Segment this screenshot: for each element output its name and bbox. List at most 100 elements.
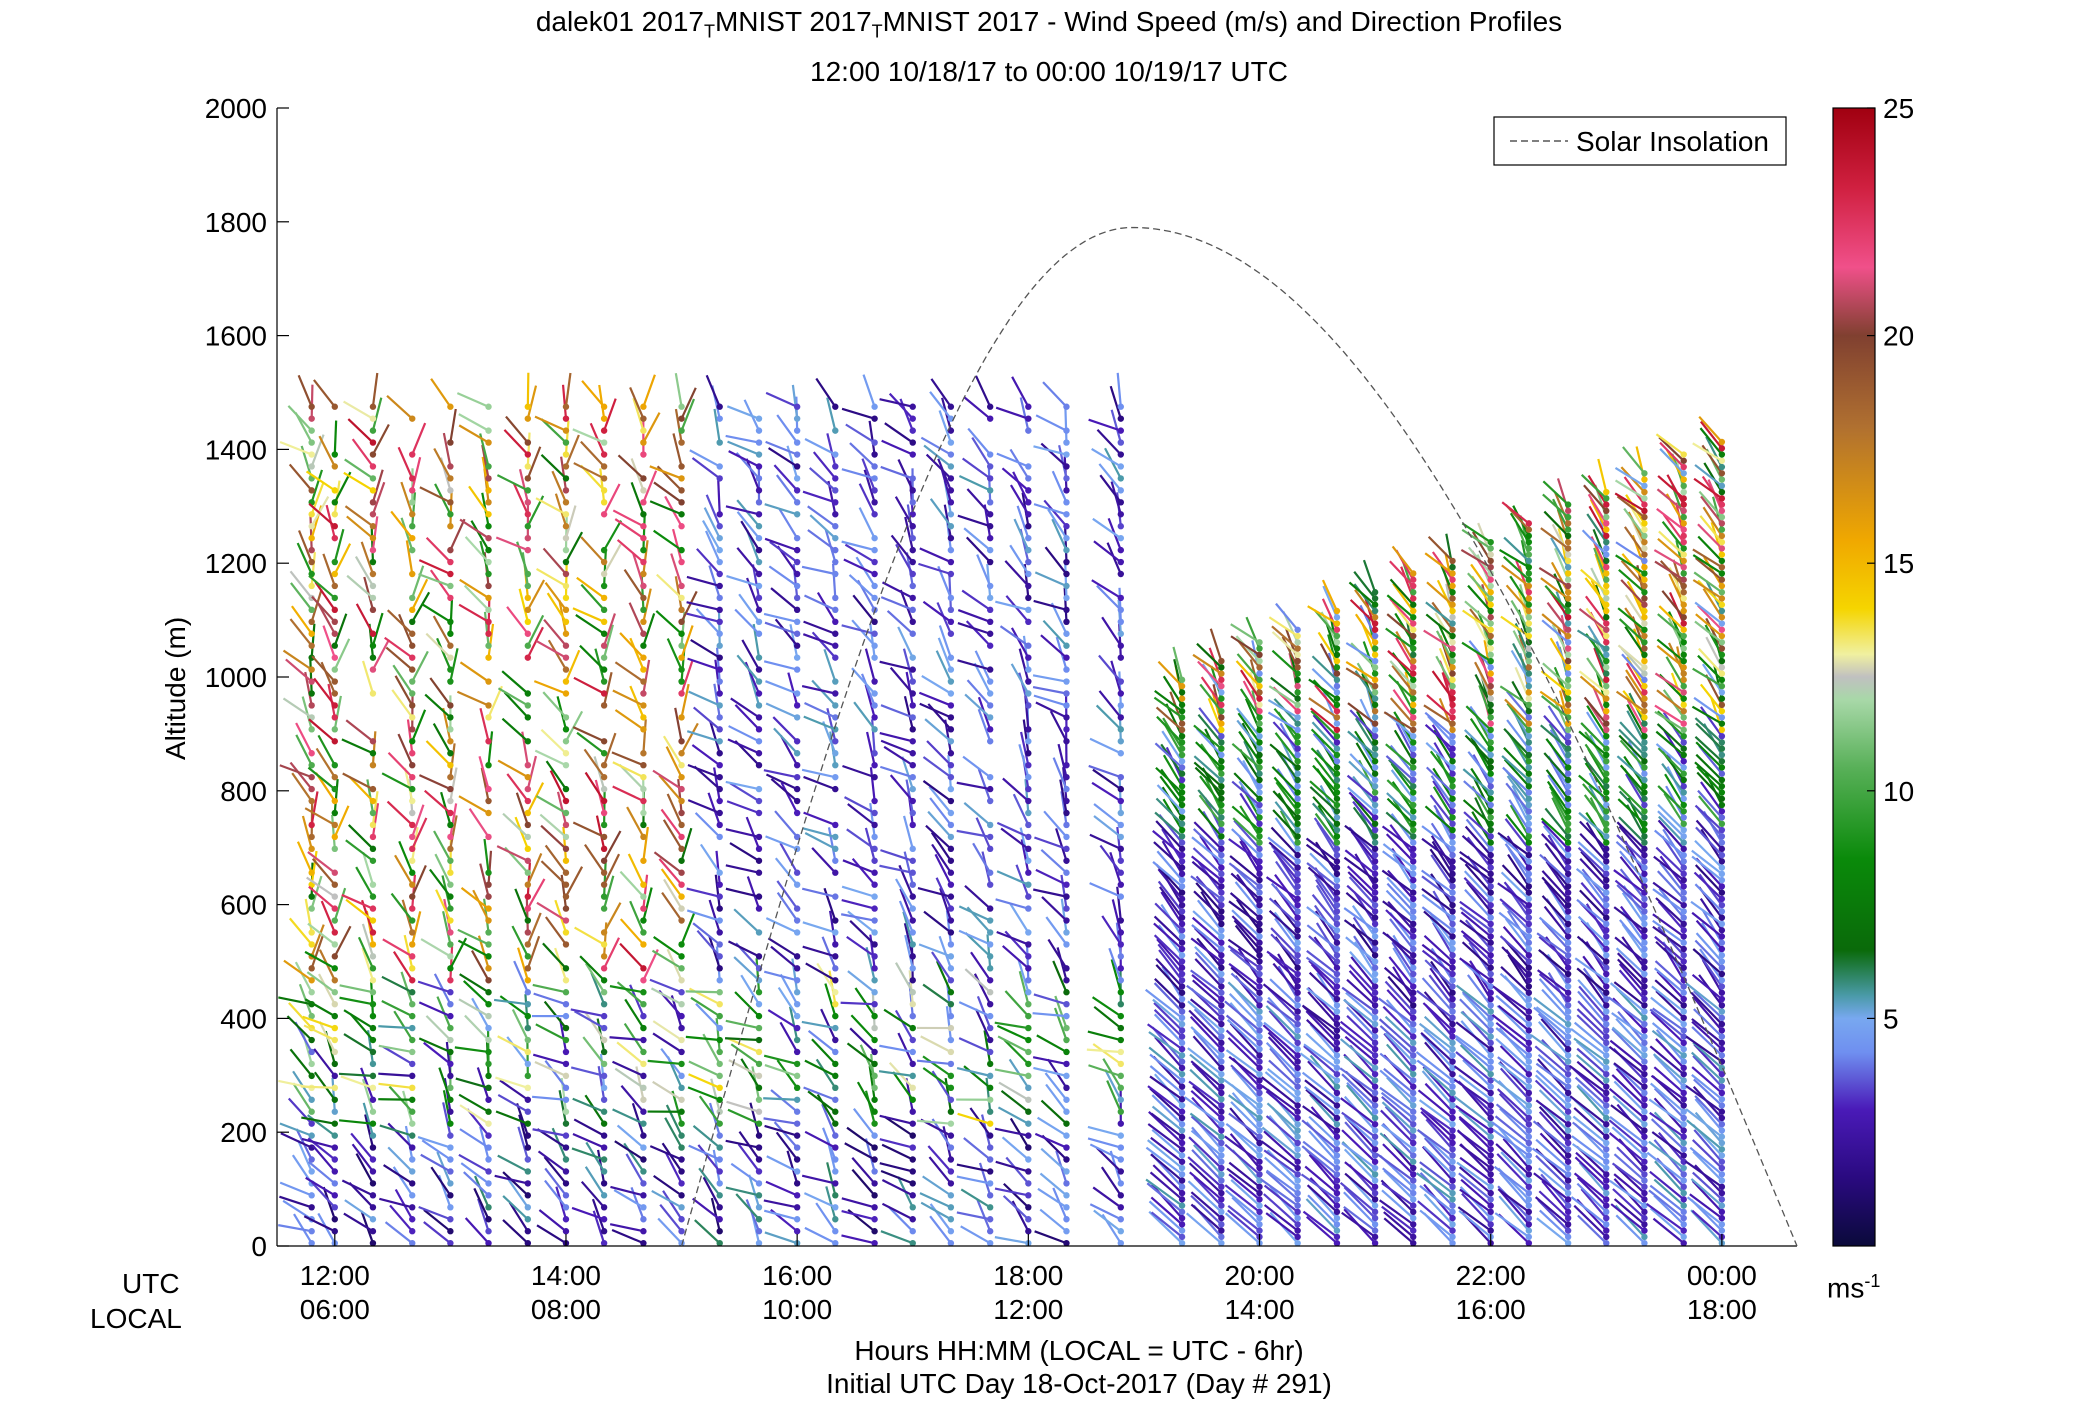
wind-barb-staff xyxy=(629,386,645,420)
wind-barb-dot xyxy=(678,582,685,590)
wind-barb-staff xyxy=(603,732,617,766)
wind-barb-dot xyxy=(369,750,377,757)
wind-barb-staff xyxy=(288,1002,313,1029)
wind-barb-staff xyxy=(287,405,313,432)
wind-barb xyxy=(343,1009,377,1032)
wind-barb-dot xyxy=(409,666,416,673)
wind-barb-staff xyxy=(647,1059,682,1066)
wind-barb-dot xyxy=(1218,1139,1225,1147)
wind-barb-dot xyxy=(369,1132,377,1139)
wind-barb-dot xyxy=(793,403,801,410)
wind-barb-dot xyxy=(409,929,416,936)
wind-barb-staff xyxy=(311,595,336,623)
wind-barb-staff xyxy=(351,1143,374,1173)
wind-barb xyxy=(459,1104,492,1127)
wind-barb-dot xyxy=(947,1084,955,1092)
wind-barb xyxy=(883,745,916,769)
wind-barb-dot xyxy=(793,1120,801,1127)
wind-barb-dot xyxy=(1117,487,1125,494)
wind-barb-dot xyxy=(755,654,763,661)
wind-barb-dot xyxy=(793,1060,801,1068)
wind-barb-staff xyxy=(411,817,428,850)
wind-barb-dot xyxy=(716,1108,723,1115)
wind-barb-dot xyxy=(678,977,685,984)
wind-barb-dot xyxy=(600,1108,608,1115)
wind-barb-dot xyxy=(640,666,647,673)
wind-barb-dot xyxy=(986,618,994,626)
wind-barb-dot xyxy=(793,439,801,446)
wind-barb-dot xyxy=(716,523,723,530)
wind-barb-dot xyxy=(409,857,416,864)
wind-barb xyxy=(864,648,878,685)
wind-barb-staff xyxy=(418,1037,451,1053)
wind-barb-dot xyxy=(1063,427,1070,434)
wind-barb-dot xyxy=(1117,702,1125,709)
wind-barb-dot xyxy=(909,702,916,709)
wind-barb-staff xyxy=(584,1094,606,1125)
wind-barb xyxy=(956,1211,994,1223)
wind-barb-dot xyxy=(1063,1048,1070,1056)
wind-barb-dot xyxy=(947,451,955,458)
wind-barb-dot xyxy=(755,570,763,578)
wind-barb-staff xyxy=(477,1198,490,1232)
wind-barb-staff xyxy=(390,892,414,922)
wind-barb-staff xyxy=(438,1067,452,1101)
wind-barb-staff xyxy=(1158,886,1183,919)
wind-barb-dot xyxy=(1178,783,1186,790)
wind-barb xyxy=(460,887,492,912)
wind-barb-dot xyxy=(1218,920,1225,928)
wind-barb-staff xyxy=(850,1014,876,1041)
wind-barb-dot xyxy=(1218,1214,1225,1222)
wind-barb-staff xyxy=(717,611,721,646)
wind-barb xyxy=(331,814,338,853)
wind-barb-dot xyxy=(832,761,839,769)
wind-barb-dot xyxy=(832,403,839,410)
wind-barb xyxy=(471,997,492,1032)
wind-barb-dot xyxy=(755,1204,763,1211)
wind-barb-dot xyxy=(1063,726,1070,733)
wind-barb-dot xyxy=(1117,618,1125,626)
wind-barb-dot xyxy=(909,439,916,446)
wind-barb-dot xyxy=(331,965,338,972)
wind-barb xyxy=(840,1000,878,1008)
wind-barb-dot xyxy=(1218,770,1225,777)
wind-barb-dot xyxy=(308,1192,315,1199)
wind-barb xyxy=(879,1044,916,1056)
wind-barb-dot xyxy=(1256,1108,1263,1115)
wind-barb-dot xyxy=(369,1120,377,1127)
wind-barb-dot xyxy=(331,1144,338,1151)
wind-barb-dot xyxy=(716,761,723,769)
wind-barb-dot xyxy=(485,953,492,960)
wind-barb-dot xyxy=(793,475,801,482)
wind-barb-dot xyxy=(369,511,377,518)
wind-barb-dot xyxy=(308,1156,315,1163)
wind-barb-dot xyxy=(1178,745,1186,752)
wind-barb-dot xyxy=(947,1216,955,1223)
wind-barb xyxy=(317,603,338,637)
wind-barb-dot xyxy=(871,1168,878,1175)
wind-barb-dot xyxy=(308,534,315,542)
wind-barb xyxy=(369,372,379,410)
wind-barb-dot xyxy=(832,1072,839,1080)
wind-barb-dot xyxy=(640,1132,647,1139)
wind-barb-dot xyxy=(600,989,608,996)
wind-barb-dot xyxy=(1178,839,1186,846)
wind-barb xyxy=(338,1119,377,1127)
wind-barb-staff xyxy=(503,691,529,719)
wind-barb-staff xyxy=(1118,587,1122,622)
wind-barb-dot xyxy=(1218,1146,1225,1153)
wind-barb-dot xyxy=(1063,1168,1070,1175)
wind-barb xyxy=(344,1199,377,1223)
wind-barb-dot xyxy=(524,451,532,458)
wind-barb-dot xyxy=(1025,929,1032,936)
wind-barb xyxy=(652,1032,685,1056)
wind-barb xyxy=(725,1019,763,1032)
wind-barb-dot xyxy=(716,869,723,876)
wind-barb-dot xyxy=(447,929,454,936)
wind-barb-dot xyxy=(524,606,532,614)
wind-barb xyxy=(841,407,878,422)
wind-barb-dot xyxy=(447,1012,454,1020)
wind-barb-dot xyxy=(1256,1121,1263,1128)
wind-barb-dot xyxy=(447,582,454,590)
wind-barb xyxy=(420,938,454,960)
